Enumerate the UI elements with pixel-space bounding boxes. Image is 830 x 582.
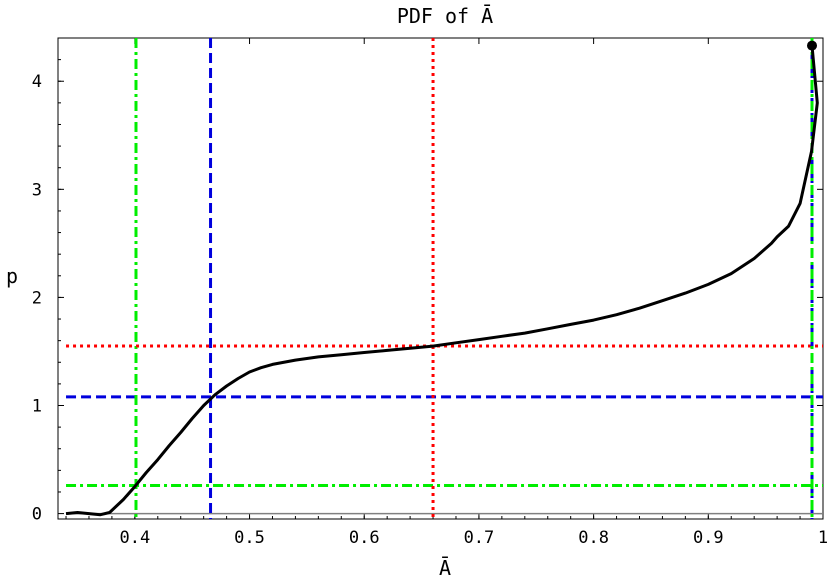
y-tick-label: 1	[32, 397, 42, 417]
x-tick-label: 0.5	[234, 528, 265, 548]
axis-ticks: 0.4 0.5 0.6 0.7 0.8 0.9 1 0 1 2 3 4	[32, 38, 828, 548]
y-axis-label: p	[6, 264, 18, 288]
plot-data	[65, 38, 823, 519]
y-tick-label: 3	[32, 180, 42, 200]
chart-title: PDF of Ā	[397, 4, 493, 28]
plot-frame	[57, 37, 824, 520]
x-tick-label: 0.4	[119, 528, 150, 548]
pdf-curve	[65, 45, 819, 517]
x-tick-label: 0.8	[578, 528, 609, 548]
y-tick-label: 4	[32, 72, 42, 92]
x-tick-label: 1	[818, 528, 828, 548]
x-tick-label: 0.6	[349, 528, 380, 548]
y-tick-label: 0	[32, 505, 42, 525]
x-tick-label: 0.7	[464, 528, 495, 548]
x-axis-label: Ā	[439, 556, 451, 580]
y-tick-label: 2	[32, 288, 42, 308]
x-tick-label: 0.9	[693, 528, 724, 548]
curve-endpoint-marker	[807, 40, 817, 51]
